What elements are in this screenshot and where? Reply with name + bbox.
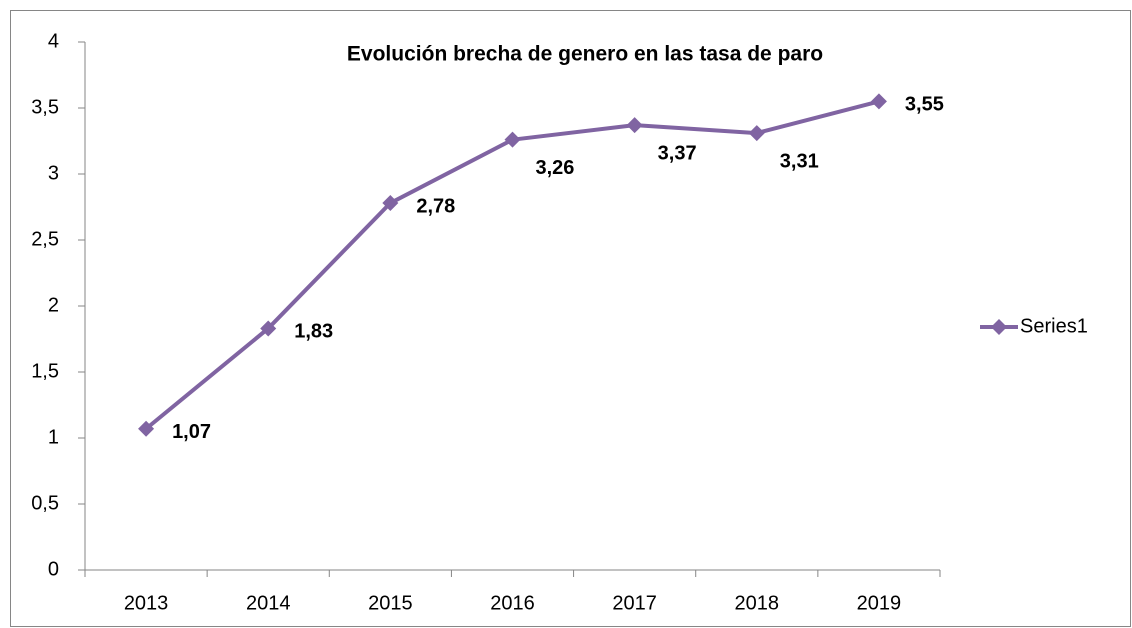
y-tick-label: 4	[48, 30, 59, 52]
point-marker	[748, 125, 765, 142]
y-tick-label: 0,5	[31, 492, 59, 514]
point-marker	[382, 195, 399, 212]
point-marker	[626, 117, 643, 134]
y-tick-label: 0	[48, 558, 59, 580]
chart-title: Evolución brecha de genero en las tasa d…	[347, 43, 823, 66]
data-label: 3,26	[536, 157, 575, 179]
y-tick-label: 1,5	[31, 360, 59, 382]
point-marker	[260, 320, 277, 337]
y-tick-label: 1	[48, 426, 59, 448]
data-label: 1,83	[294, 321, 333, 343]
data-label: 3,37	[658, 142, 697, 164]
x-tick-label: 2013	[124, 592, 169, 614]
x-tick-label: 2018	[735, 592, 780, 614]
data-label: 3,55	[905, 94, 944, 116]
y-tick-label: 2	[48, 294, 59, 316]
chart-border	[10, 10, 1131, 627]
data-label: 2,78	[416, 195, 455, 217]
point-marker	[504, 131, 521, 148]
x-tick-label: 2016	[490, 592, 535, 614]
point-marker	[138, 420, 155, 437]
data-label: 1,07	[172, 421, 211, 443]
point-marker	[870, 93, 887, 110]
legend-marker	[991, 319, 1007, 335]
y-tick-label: 2,5	[31, 228, 59, 250]
y-tick-label: 3,5	[31, 96, 59, 118]
y-tick-label: 3	[48, 162, 59, 184]
x-tick-label: 2015	[368, 592, 413, 614]
legend-label: Series1	[1020, 315, 1088, 337]
x-tick-label: 2017	[612, 592, 657, 614]
data-label: 3,31	[780, 150, 819, 172]
x-tick-label: 2019	[857, 592, 902, 614]
x-tick-label: 2014	[246, 592, 291, 614]
